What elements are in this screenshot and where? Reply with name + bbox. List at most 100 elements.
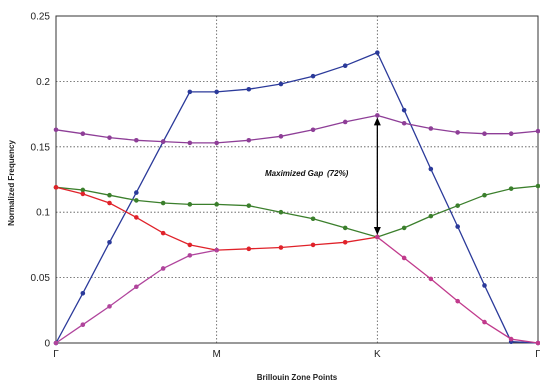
data-point — [278, 81, 284, 87]
series-line — [376, 236, 539, 344]
data-point — [187, 242, 193, 248]
data-point — [134, 215, 139, 220]
data-point — [310, 216, 316, 222]
x-axis-title: Brillouin Zone Points — [257, 373, 338, 382]
data-point — [342, 119, 348, 125]
data-point — [53, 127, 59, 133]
data-point — [455, 224, 460, 229]
data-point — [535, 128, 540, 134]
data-point — [310, 127, 316, 133]
data-point — [107, 304, 112, 309]
data-point — [455, 130, 460, 135]
gap-annotation-label: Maximized Gap — [265, 169, 323, 178]
data-point — [134, 190, 139, 195]
data-point — [342, 239, 348, 245]
data-point — [310, 242, 316, 248]
data-point — [187, 253, 193, 258]
data-point — [401, 107, 407, 113]
data-point — [508, 131, 514, 137]
series-line — [55, 51, 539, 344]
data-point — [80, 290, 86, 296]
data-point — [342, 225, 348, 231]
data-point — [107, 239, 112, 245]
x-tick-label: M — [212, 349, 220, 360]
data-point — [107, 192, 112, 198]
data-point — [455, 203, 460, 208]
y-tick-label: 0.2 — [36, 77, 50, 88]
data-point — [134, 198, 139, 203]
data-point — [482, 131, 487, 137]
data-point — [375, 50, 380, 55]
data-point — [535, 183, 540, 189]
data-point — [107, 135, 112, 140]
data-point — [482, 319, 487, 325]
data-point — [214, 247, 219, 253]
data-point — [160, 139, 166, 144]
series-line — [55, 249, 217, 344]
series-layer — [53, 50, 540, 346]
data-point — [53, 340, 59, 346]
data-point — [455, 298, 460, 304]
data-point — [80, 322, 86, 327]
data-point — [278, 209, 284, 215]
gap-arrow-head-top — [373, 117, 381, 126]
series-line — [55, 185, 539, 238]
data-point — [278, 134, 284, 139]
y-tick-label: 0.15 — [31, 142, 51, 153]
data-point — [428, 166, 434, 172]
data-point — [401, 255, 407, 261]
data-point — [187, 89, 193, 95]
data-point — [375, 113, 380, 118]
y-tick-label: 0.25 — [31, 12, 51, 23]
data-point — [160, 230, 166, 236]
data-point — [508, 336, 514, 342]
data-point — [160, 200, 166, 206]
data-point — [187, 202, 193, 207]
gap-annotation-percent: (72%) — [327, 169, 349, 178]
data-point — [508, 186, 514, 191]
x-tick-label: Γ — [53, 349, 59, 360]
data-point — [246, 137, 252, 143]
y-tick-label: 0.1 — [36, 208, 50, 219]
data-point — [401, 120, 407, 126]
data-point — [214, 89, 219, 95]
series-6 — [375, 234, 540, 346]
data-point — [278, 245, 284, 250]
data-point — [80, 191, 86, 197]
data-point — [535, 340, 540, 346]
data-point — [246, 246, 252, 252]
series-line — [55, 186, 378, 251]
series-1 — [53, 50, 540, 346]
series-4 — [53, 185, 380, 253]
data-point — [342, 63, 348, 69]
plot-frame — [55, 15, 539, 344]
data-point — [401, 225, 407, 231]
data-point — [214, 140, 219, 146]
data-point — [246, 86, 252, 92]
data-point — [428, 213, 434, 219]
data-point — [80, 187, 86, 193]
gap-annotation: Maximized Gap (72%) — [265, 117, 381, 236]
gap-arrow-head-bottom — [373, 227, 381, 236]
x-tick-label: Γ — [535, 349, 540, 360]
data-point — [53, 185, 59, 190]
y-axis-title: Normalized Frequency — [7, 140, 16, 226]
axes: 0 0.05 0.1 0.15 0.2 0.25 Γ M K Γ — [31, 12, 540, 361]
y-tick-label: 0.05 — [31, 273, 51, 284]
grid — [56, 15, 538, 343]
data-point — [428, 276, 434, 282]
data-point — [428, 126, 434, 131]
data-point — [482, 192, 487, 198]
data-point — [375, 234, 380, 240]
series-5 — [53, 247, 219, 346]
data-point — [134, 137, 139, 143]
data-point — [187, 140, 193, 146]
series-2 — [53, 113, 540, 146]
data-point — [310, 73, 316, 79]
y-tick-label: 0 — [44, 339, 50, 350]
data-point — [160, 266, 166, 271]
data-point — [482, 283, 487, 288]
data-point — [80, 131, 86, 137]
x-tick-label: K — [374, 349, 381, 360]
